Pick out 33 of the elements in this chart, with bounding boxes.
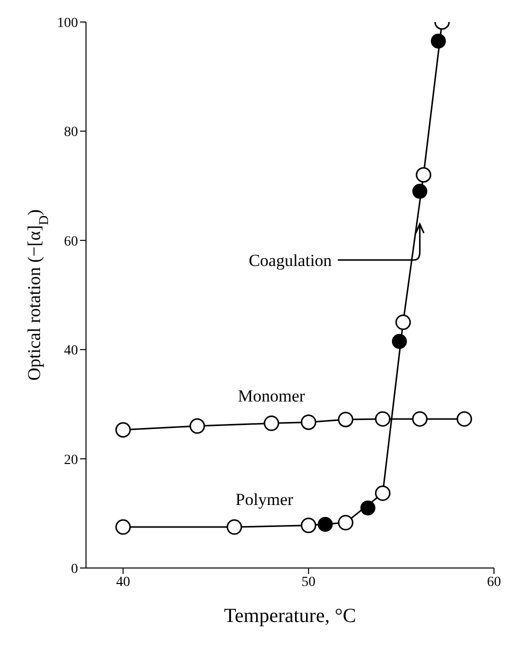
- point: [412, 184, 428, 199]
- point: [300, 414, 316, 430]
- point: [190, 418, 206, 434]
- point: [374, 485, 390, 501]
- y-tick-label: 0: [71, 562, 78, 577]
- point: [412, 411, 428, 427]
- y-tick-label: 20: [64, 452, 78, 468]
- annotation: Coagulation: [248, 251, 332, 270]
- x-tick-label: 60: [487, 574, 501, 590]
- y-tick-label: 80: [64, 125, 78, 140]
- series-label: Polymer: [236, 490, 294, 510]
- point: [374, 411, 390, 427]
- point: [416, 167, 432, 183]
- point: [226, 519, 242, 535]
- point: [430, 34, 446, 49]
- point: [360, 500, 376, 516]
- point: [395, 314, 411, 330]
- point: [392, 334, 407, 349]
- y-tick-label: 60: [64, 234, 78, 250]
- y-tick-label: 40: [64, 344, 78, 359]
- point: [115, 519, 131, 535]
- y-tick-label: 100: [57, 16, 78, 31]
- point: [300, 518, 316, 534]
- point: [338, 514, 354, 530]
- x-tick-label: 40: [116, 574, 130, 590]
- point: [115, 422, 131, 438]
- point: [318, 516, 333, 532]
- point: [264, 416, 280, 432]
- x-tick-label: 50: [302, 574, 316, 590]
- series-label: Monomer: [238, 386, 306, 406]
- x-axis-title: Temperature, °C: [224, 605, 356, 627]
- point: [456, 411, 472, 427]
- point: [338, 412, 354, 428]
